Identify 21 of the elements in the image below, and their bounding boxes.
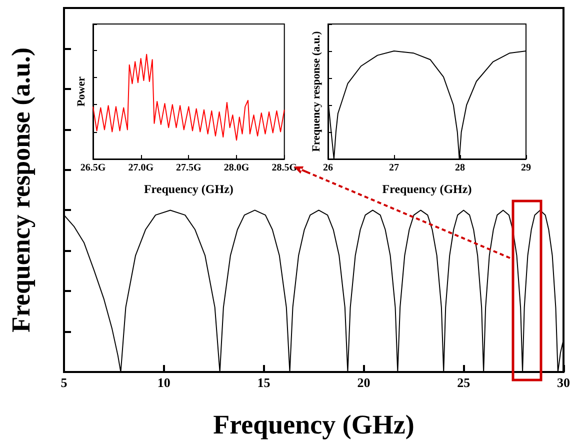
- y-axis-title: Power: [76, 76, 88, 106]
- x-tick-label: 27.0G: [128, 162, 154, 174]
- x-tick-label: 30: [557, 375, 570, 390]
- x-tick-label: 28: [455, 162, 465, 174]
- x-tick-label: 28.5G: [272, 162, 298, 174]
- y-axis-title: Frequency response (a.u.): [310, 30, 322, 152]
- y-axis-title: Frequency response (a.u.): [6, 47, 36, 333]
- x-tick-label: 27: [389, 162, 399, 174]
- x-tick-label: 15: [257, 375, 271, 390]
- x-tick-label: 26: [323, 162, 333, 174]
- x-axis-title: Frequency (GHz): [144, 182, 234, 196]
- x-tick-label: 5: [60, 375, 68, 390]
- x-axis-title: Frequency (GHz): [382, 182, 472, 196]
- x-axis-title: Frequency (GHz): [213, 410, 414, 440]
- x-tick-label: 27.5G: [176, 162, 202, 174]
- x-tick-label: 25: [457, 375, 471, 390]
- x-tick-label: 29: [521, 162, 531, 174]
- x-tick-label: 10: [157, 375, 170, 390]
- x-tick-label: 20: [357, 375, 370, 390]
- x-tick-label: 26.5G: [80, 162, 106, 174]
- x-tick-label: 28.0G: [224, 162, 250, 174]
